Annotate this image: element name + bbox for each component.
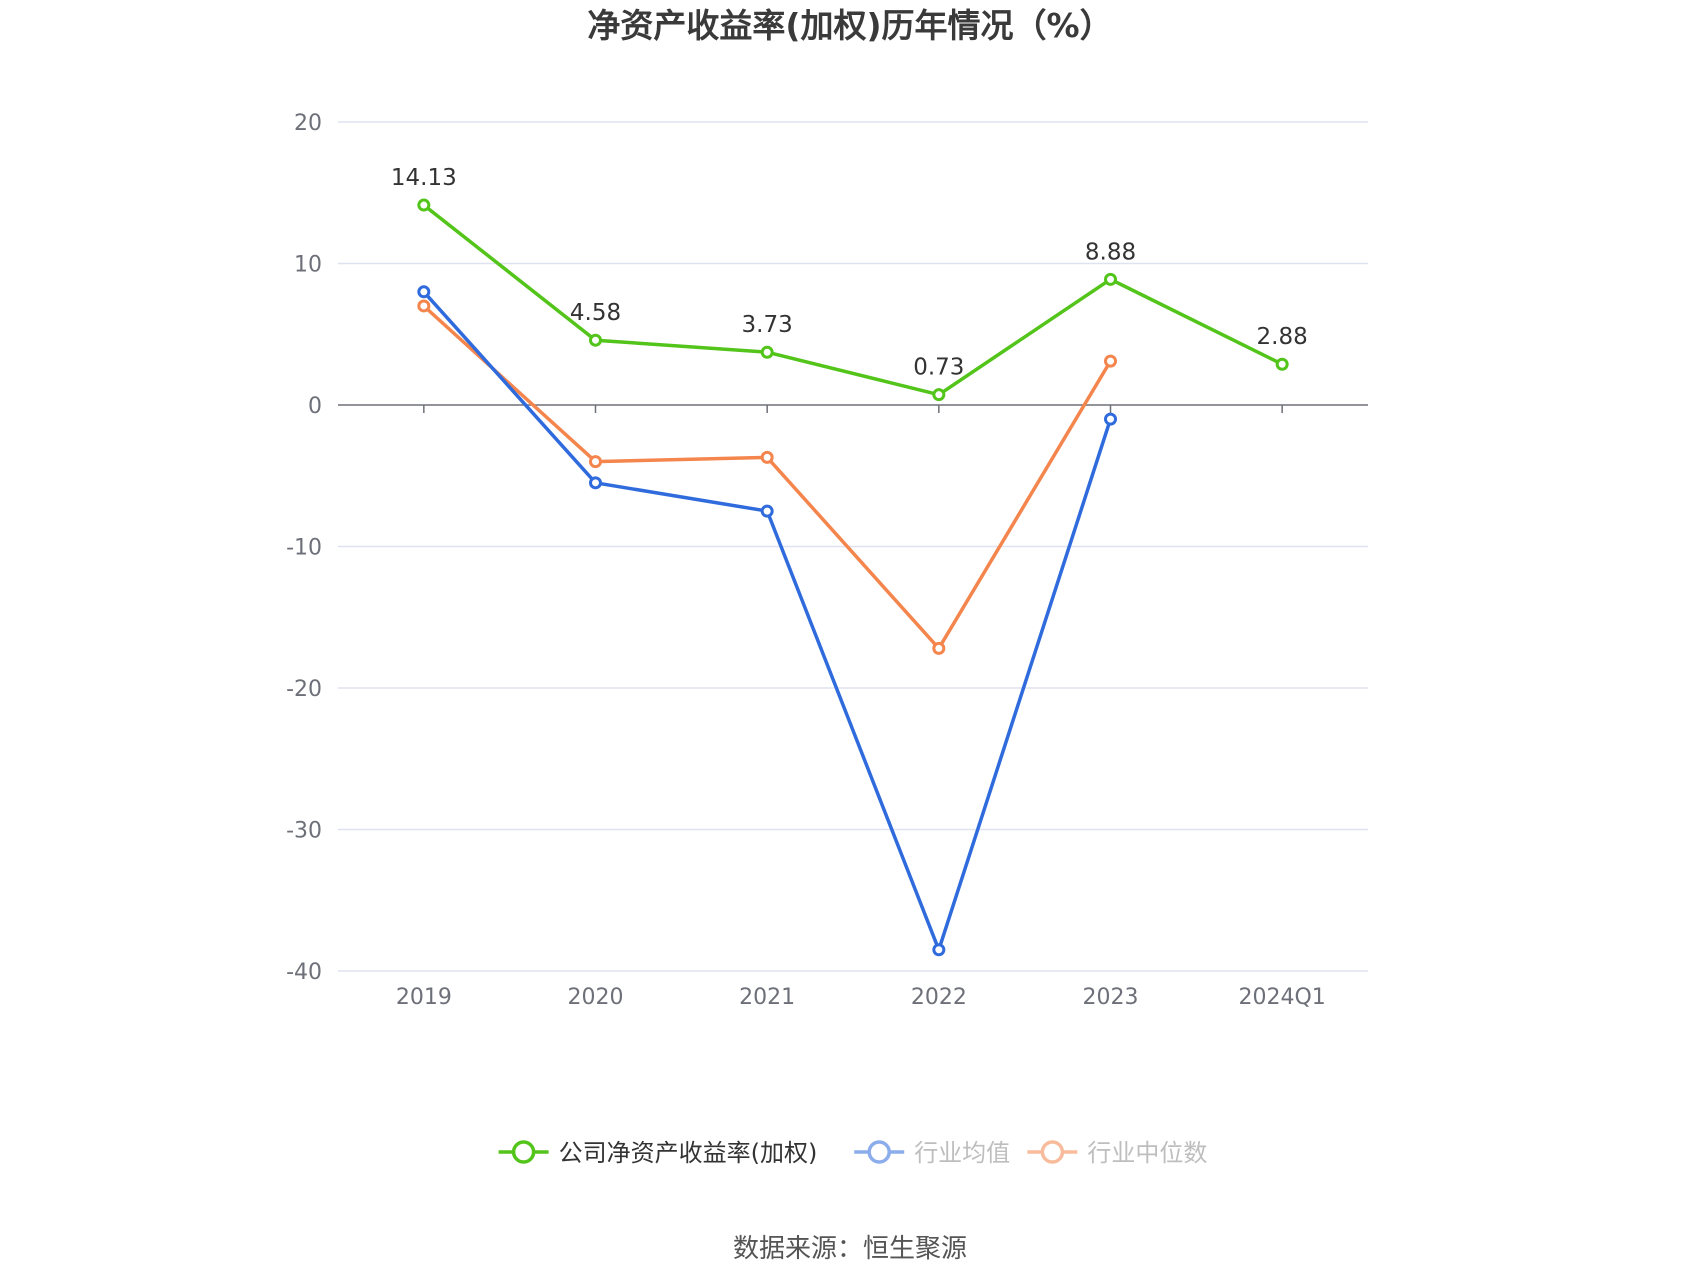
data-label: 2.88	[1257, 324, 1308, 350]
chart-title: 净资产收益率(加权)历年情况（%）	[587, 6, 1113, 45]
legend-item: 行业中位数	[1027, 1139, 1207, 1167]
series-line	[422, 203, 1283, 397]
y-tick-label: -30	[286, 819, 322, 844]
legend-marker	[1040, 1140, 1065, 1164]
data-point	[417, 285, 431, 299]
x-tick-label: 2022	[911, 985, 967, 1010]
data-point	[1104, 412, 1117, 426]
y-tick-label: 10	[294, 253, 322, 278]
series	[417, 198, 1289, 957]
data-point	[932, 943, 946, 957]
series-line	[422, 290, 1113, 952]
legend-label: 公司净资产收益率(加权)	[559, 1139, 818, 1167]
grid-lines	[338, 121, 1368, 972]
data-point	[760, 504, 774, 518]
y-tick-label: -10	[286, 536, 322, 561]
data-point	[1104, 272, 1117, 286]
source-note: 数据来源：恒生聚源	[732, 1234, 967, 1264]
legend-marker	[511, 1140, 536, 1164]
x-tick-label: 2019	[396, 985, 452, 1010]
data-point	[932, 641, 946, 655]
legend-item: 公司净资产收益率(加权)	[498, 1139, 818, 1167]
data-point	[417, 198, 431, 212]
legend-marker	[867, 1140, 891, 1164]
data-labels: 14.13 4.58 3.73 0.73 8.88 2.88	[391, 165, 1308, 381]
data-label: 0.73	[913, 355, 964, 381]
y-tick-label: -40	[286, 960, 322, 985]
x-tick-label: 2021	[739, 985, 795, 1010]
data-point	[932, 388, 946, 402]
y-tick-label: 20	[294, 111, 322, 136]
data-label: 4.58	[570, 300, 621, 326]
data-point	[1104, 354, 1117, 368]
legend-label: 行业中位数	[1087, 1139, 1207, 1167]
data-label: 14.13	[391, 165, 457, 191]
y-tick-label: -20	[286, 677, 322, 702]
legend-label: 行业均值	[914, 1139, 1010, 1167]
x-tick-label: 2024Q1	[1239, 985, 1326, 1010]
data-label: 8.88	[1085, 239, 1136, 265]
data-point	[760, 345, 774, 359]
x-tick-label: 2023	[1083, 985, 1139, 1010]
data-label: 3.73	[742, 312, 793, 338]
data-point	[1275, 357, 1289, 371]
data-point	[760, 450, 774, 464]
y-tick-label: 0	[308, 394, 322, 419]
data-point	[417, 299, 431, 313]
x-tick-label: 2020	[568, 985, 624, 1010]
legend-item: 行业均值	[854, 1139, 1010, 1167]
data-point	[589, 333, 602, 347]
legend: 公司净资产收益率(加权) 行业均值 行业中位数	[498, 1139, 1207, 1167]
axes: 20 10 0 -10 -20 -30 -40 2019 2020 2021 2022 2023 202…	[286, 111, 1368, 1010]
data-point	[589, 476, 602, 490]
data-point	[589, 455, 602, 469]
